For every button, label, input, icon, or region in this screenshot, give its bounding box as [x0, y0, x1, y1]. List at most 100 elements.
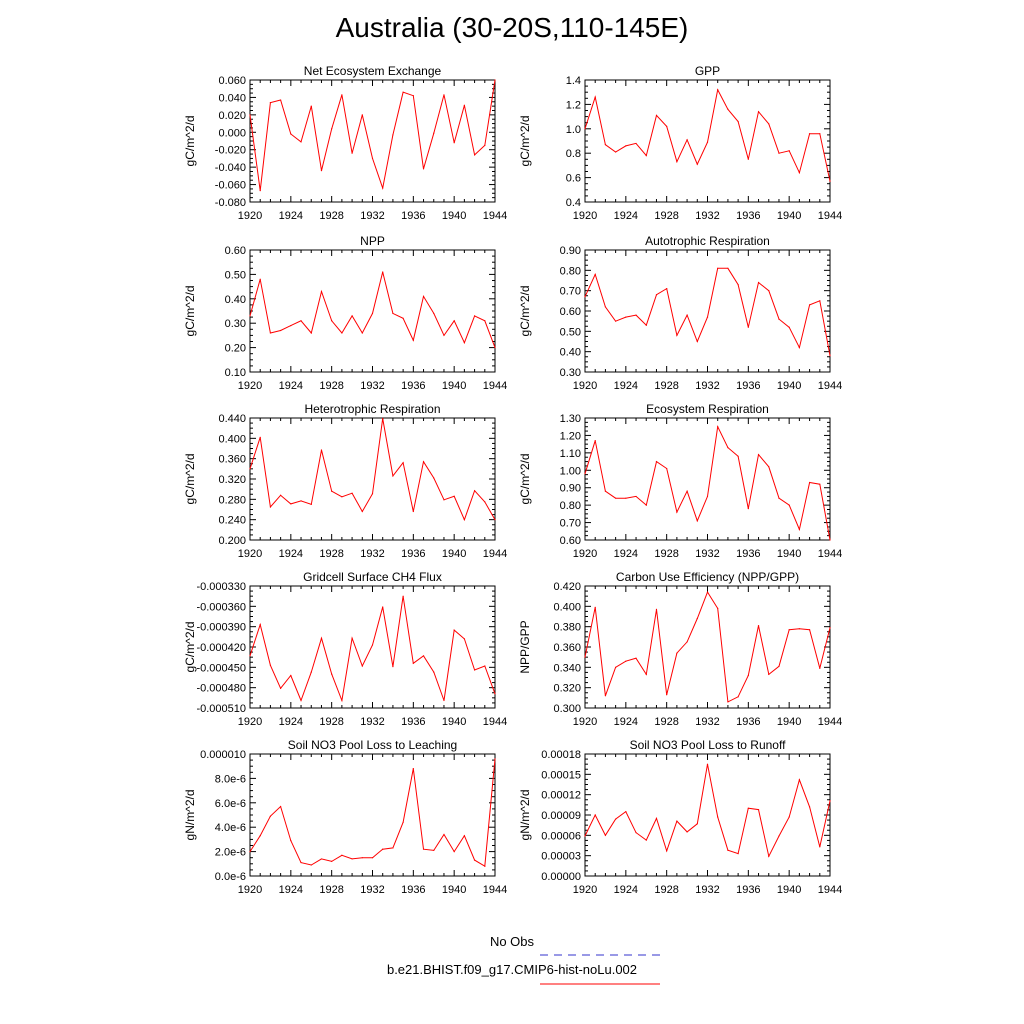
data-point — [484, 665, 486, 667]
data-point — [259, 436, 261, 438]
data-point — [371, 493, 374, 495]
x-tick-label: 1944 — [483, 548, 507, 560]
x-tick-label: 1944 — [818, 884, 842, 896]
data-point — [676, 334, 678, 336]
data-point — [604, 144, 607, 146]
plot-frame — [249, 249, 496, 373]
data-point — [473, 154, 476, 156]
x-tick-label: 1920 — [573, 380, 597, 392]
data-point — [443, 334, 445, 336]
x-tick-label: 1928 — [319, 548, 343, 560]
y-axis-label: gC/m^2/d — [518, 116, 532, 167]
data-point — [696, 520, 698, 522]
data-point — [737, 853, 739, 855]
y-axis-label: gN/m^2/d — [518, 790, 532, 841]
x-tick-label: 1928 — [654, 548, 678, 560]
data-point — [422, 461, 425, 463]
data-point — [666, 467, 668, 470]
y-tick-label: 8.0e-6 — [215, 773, 246, 785]
data-point — [259, 835, 261, 837]
data-point — [676, 652, 678, 654]
chart-panel-8: Carbon Use Efficiency (NPP/GPP) NPP/GPP 19… — [518, 570, 842, 728]
series-line — [584, 88, 831, 182]
data-point — [635, 832, 637, 834]
data-point — [666, 125, 668, 127]
x-tick-label: 1928 — [654, 380, 678, 392]
data-point — [402, 91, 404, 93]
data-point — [463, 104, 465, 106]
data-point — [686, 314, 688, 316]
data-point — [331, 320, 333, 322]
legend-obs-line — [540, 954, 660, 956]
y-tick-label: 1.00 — [560, 465, 581, 477]
data-point — [768, 123, 770, 125]
data-point — [757, 454, 760, 456]
data-point — [310, 864, 312, 866]
data-point — [829, 800, 831, 802]
data-point — [666, 850, 668, 852]
data-point — [402, 462, 404, 464]
x-tick-label: 1932 — [695, 548, 719, 560]
data-point — [280, 494, 282, 496]
data-point — [645, 324, 647, 326]
data-point — [402, 821, 404, 823]
chart-panel-1: Net Ecosystem Exchange gC/m^2/d 1920 1924 19… — [183, 64, 507, 222]
panel-title: NPP — [360, 234, 385, 248]
y-axis-label: gC/m^2/d — [183, 454, 197, 505]
data-point — [443, 699, 445, 702]
data-point — [473, 669, 476, 671]
data-point — [666, 694, 668, 696]
data-point — [768, 855, 770, 857]
plot-frame — [249, 585, 496, 709]
data-point — [371, 157, 374, 160]
data-point — [696, 163, 698, 165]
data-point — [412, 510, 414, 513]
data-point — [584, 473, 586, 475]
data-point — [290, 840, 292, 842]
x-tick-label: 1928 — [319, 380, 343, 392]
series-line — [584, 590, 831, 703]
y-axis-label: gC/m^2/d — [183, 286, 197, 337]
data-point — [727, 701, 729, 703]
y-tick-label: 4.0e-6 — [215, 822, 246, 834]
data-point — [655, 608, 658, 610]
x-tick-label: 1928 — [654, 210, 678, 222]
data-point — [392, 666, 394, 668]
data-point — [269, 332, 272, 334]
data-point — [361, 857, 363, 859]
data-point — [819, 483, 821, 485]
data-point — [604, 695, 607, 697]
data-point — [290, 133, 292, 135]
y-tick-label: 0.360 — [218, 454, 246, 466]
data-point — [757, 111, 760, 113]
data-point — [249, 851, 251, 853]
data-point — [249, 114, 251, 116]
data-point — [382, 271, 384, 273]
series-line — [249, 79, 496, 191]
series-line — [249, 271, 496, 348]
chart-panel-2: GPP gC/m^2/d 1920 1924 1928 1932 1936 1940 1944 0… — [518, 64, 842, 222]
y-tick-label: 0.50 — [225, 269, 246, 281]
x-tick-label: 1924 — [279, 548, 303, 560]
data-point — [463, 342, 465, 344]
y-tick-label: 0.280 — [218, 494, 246, 506]
chart-panel-6: Ecosystem Respiration gC/m^2/d 1920 1924 192… — [518, 402, 842, 560]
data-point — [422, 168, 425, 170]
y-tick-label: 0.60 — [560, 535, 581, 547]
x-tick-label: 1924 — [279, 716, 303, 728]
data-point — [615, 151, 617, 153]
data-point — [320, 170, 323, 172]
data-point — [310, 105, 312, 107]
data-point — [727, 108, 729, 110]
data-point — [422, 295, 425, 297]
x-tick-label: 1924 — [279, 380, 303, 392]
data-point — [463, 835, 465, 837]
y-tick-label: 0.40 — [225, 294, 246, 306]
data-point — [320, 449, 323, 451]
data-point — [625, 497, 627, 499]
x-tick-label: 1936 — [401, 716, 425, 728]
y-tick-label: 1.4 — [566, 75, 581, 87]
data-point — [382, 848, 384, 850]
data-point — [300, 141, 302, 143]
